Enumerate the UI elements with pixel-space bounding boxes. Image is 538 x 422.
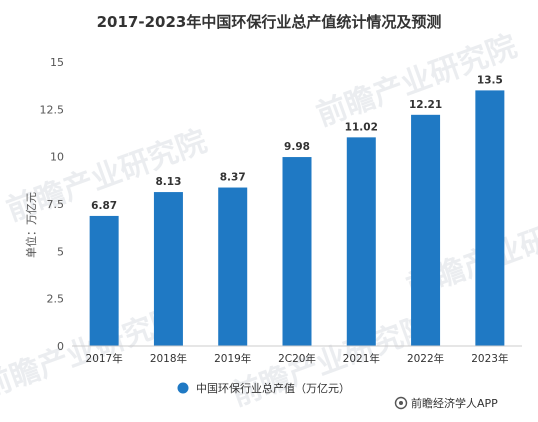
bar-4 (346, 137, 376, 346)
watermark-3: 前瞻产业研究院 (227, 309, 436, 414)
x-axis-ticks: 2017年 2018年 2019年 2C20年 2021年 2022年 2023年 (86, 352, 509, 365)
legend-label: 中国环保行业总产值（万亿元） (196, 381, 350, 395)
y-axis-ticks: 0 2.5 5 7.5 10 12.5 15 (40, 56, 65, 353)
y-tick-label: 12.5 (40, 103, 65, 116)
value-labels: 6.87 8.13 8.37 9.98 11.02 12.21 13.5 (91, 74, 503, 212)
bars (89, 90, 505, 347)
chart-title: 2017-2023年中国环保行业总产值统计情况及预测 (97, 13, 442, 31)
x-tick-label-6: 2023年 (471, 352, 508, 365)
bar-3 (282, 157, 312, 346)
value-label-1: 8.13 (155, 176, 181, 188)
y-tick-label: 5 (57, 245, 64, 258)
bar-5 (411, 114, 441, 346)
bar-1 (153, 192, 183, 346)
source-label: 前瞻经济学人APP (411, 396, 498, 410)
y-tick-label: 2.5 (47, 293, 65, 306)
legend: 中国环保行业总产值（万亿元） (177, 381, 350, 395)
value-label-5: 12.21 (409, 99, 442, 111)
legend-marker (177, 382, 189, 394)
bar-0 (89, 215, 119, 346)
value-label-3: 9.98 (284, 141, 310, 153)
x-tick-label-2: 2019年 (214, 352, 251, 365)
value-label-2: 8.37 (220, 172, 246, 184)
value-label-6: 13.5 (477, 74, 503, 86)
value-label-0: 6.87 (91, 200, 117, 212)
value-label-4: 11.02 (345, 121, 378, 133)
x-tick-label-4: 2021年 (343, 352, 380, 365)
y-tick-label: 7.5 (47, 198, 65, 211)
bar-2 (218, 187, 248, 346)
y-tick-label: 15 (50, 56, 64, 69)
y-tick-label: 10 (50, 151, 64, 164)
x-tick-label-1: 2018年 (150, 352, 187, 365)
y-tick-label: 0 (57, 340, 64, 353)
bar-6 (475, 90, 505, 347)
x-tick-label-5: 2022年 (407, 352, 444, 365)
logo-icon (394, 396, 408, 410)
source: 前瞻经济学人APP (394, 396, 498, 410)
x-tick-label-3: 2C20年 (278, 352, 316, 365)
y-axis-label: 单位：万亿元 (24, 192, 38, 258)
x-tick-label-0: 2017年 (86, 352, 123, 365)
